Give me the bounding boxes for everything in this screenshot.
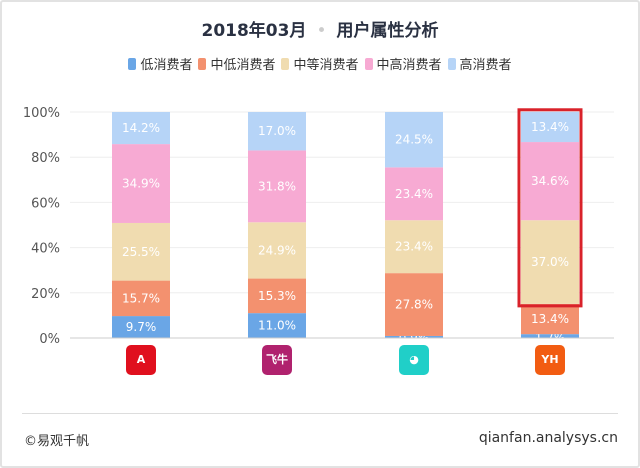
bar-segment: [248, 313, 306, 338]
data-label: 13.4%: [531, 312, 569, 326]
bar-segment: [385, 335, 443, 338]
legend-swatch: [198, 58, 207, 70]
y-tick-label: 60%: [31, 196, 60, 211]
app-logo-icon: A: [126, 345, 156, 375]
legend-swatch: [447, 58, 456, 70]
app-logo-icon: ◕: [399, 345, 429, 375]
bar-segment: [248, 278, 306, 314]
bar-segment: [112, 144, 170, 223]
bar-segment: [248, 112, 306, 151]
data-label: 27.8%: [395, 298, 433, 312]
copyright: ©易观千帆: [24, 434, 90, 449]
chart-title: 2018年03月 • 用户属性分析: [201, 21, 439, 41]
legend: 低消费者 中低消费者 中等消费者 中高消费者 高消费者: [2, 54, 638, 73]
legend-label: 高消费者: [459, 58, 512, 73]
y-tick-label: 20%: [31, 287, 60, 302]
legend-item[interactable]: 中等消费者: [281, 54, 359, 73]
data-label: 23.4%: [395, 240, 433, 254]
data-label: 34.9%: [122, 177, 160, 191]
plot-area: 0% 20% 40% 60% 80% 100% 9.7% 15.7% 25.5% 34.9% 14.…: [23, 106, 614, 347]
bar-segment: [521, 111, 579, 143]
bar-segment: [521, 303, 579, 335]
legend-label: 中等消费者: [293, 58, 359, 73]
bar-segment: [248, 150, 306, 223]
bar-segment: [521, 142, 579, 221]
app-logo-icon: YH: [535, 345, 565, 375]
y-tick-label: 40%: [31, 242, 60, 257]
data-label: 9.7%: [126, 320, 157, 334]
legend-label: 中高消费者: [376, 58, 442, 73]
data-label: 17.0%: [258, 124, 296, 138]
legend-label: 低消费者: [140, 58, 193, 73]
bar-segment: [248, 222, 306, 279]
bar-segment: [521, 334, 579, 338]
legend-item[interactable]: 低消费者: [128, 54, 192, 73]
app-logo-icon: 飞牛: [262, 345, 292, 375]
highlight-box: [517, 108, 583, 308]
footer-divider: [22, 413, 618, 414]
data-label: 31.8%: [258, 179, 296, 193]
data-label: 11.0%: [258, 319, 296, 333]
legend-swatch: [364, 58, 373, 70]
title-date: 2018年03月: [201, 21, 307, 41]
bar-segment: [385, 220, 443, 274]
y-tick-label: 0%: [39, 332, 60, 347]
bar-segment: [112, 112, 170, 145]
bar-segment: [112, 280, 170, 317]
bar-segment: [385, 167, 443, 221]
bar-segment: [385, 112, 443, 168]
title-text: 用户属性分析: [336, 21, 439, 41]
data-label: 13.4%: [531, 120, 569, 134]
data-label: 15.7%: [122, 291, 160, 305]
data-label: 24.9%: [258, 243, 296, 257]
bar-segment: [385, 273, 443, 336]
bar-segment: [521, 220, 579, 304]
legend-swatch: [128, 58, 137, 70]
data-label: 14.2%: [122, 121, 160, 135]
site-url: qianfan.analysys.cn: [478, 430, 618, 446]
bar-segment: [112, 222, 170, 281]
legend-item[interactable]: 中高消费者: [364, 54, 442, 73]
data-label: 15.3%: [258, 289, 296, 303]
data-label: 23.4%: [395, 187, 433, 201]
bar-segment: [112, 316, 170, 338]
data-label: 25.5%: [122, 245, 160, 259]
data-label: 34.6%: [531, 174, 569, 188]
y-tick-label: 80%: [31, 151, 60, 166]
legend-swatch: [281, 58, 290, 70]
legend-label: 中低消费者: [210, 58, 276, 73]
legend-item[interactable]: 中低消费者: [198, 54, 275, 73]
y-tick-label: 100%: [23, 106, 60, 121]
legend-item[interactable]: 高消费者: [447, 54, 512, 73]
data-label: 37.0%: [531, 255, 569, 269]
data-label: 24.5%: [395, 133, 433, 147]
